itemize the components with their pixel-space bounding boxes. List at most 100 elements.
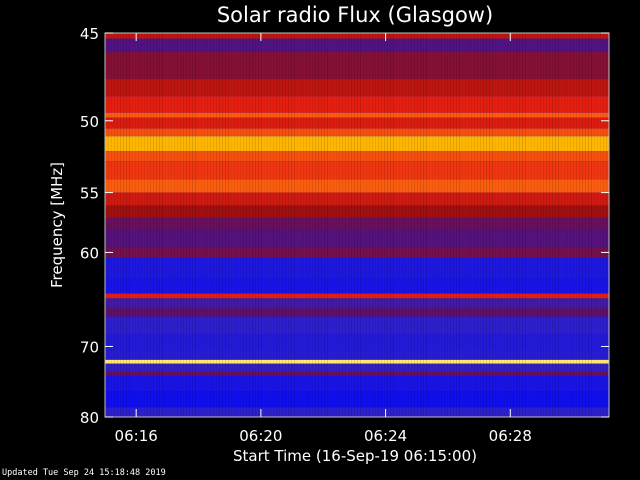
noise-streak — [342, 33, 343, 417]
noise-streak — [483, 33, 484, 417]
noise-streak — [291, 33, 292, 417]
noise-streak — [597, 33, 598, 417]
noise-streak — [174, 33, 175, 417]
noise-streak — [507, 33, 508, 417]
noise-streak — [456, 33, 457, 417]
noise-streak — [462, 33, 463, 417]
noise-streak — [570, 33, 571, 417]
noise-streak — [579, 33, 580, 417]
spectrum-band — [105, 217, 609, 230]
noise-streak — [261, 33, 262, 417]
spectrum-band — [105, 136, 609, 152]
noise-streak — [351, 33, 352, 417]
spectrum-band — [105, 363, 609, 372]
noise-streak — [327, 33, 328, 417]
spectrum-band — [105, 246, 609, 258]
noise-streak — [468, 33, 469, 417]
noise-streak — [399, 33, 400, 417]
noise-streak — [450, 33, 451, 417]
spectrum-band — [105, 298, 609, 308]
x-tick-label: 06:24 — [364, 427, 407, 445]
noise-streak — [156, 33, 157, 417]
noise-streak — [357, 33, 358, 417]
spectrum-band — [105, 128, 609, 137]
noise-streak — [123, 33, 124, 417]
noise-streak — [333, 33, 334, 417]
noise-streak — [345, 33, 346, 417]
noise-streak — [303, 33, 304, 417]
noise-streak — [264, 33, 265, 417]
noise-streak — [114, 33, 115, 417]
noise-streak — [249, 33, 250, 417]
noise-streak — [120, 33, 121, 417]
spectrum-band — [105, 205, 609, 218]
noise-streak — [204, 33, 205, 417]
spectrum-band — [105, 117, 609, 129]
spectrum-band — [105, 334, 609, 351]
noise-streak — [309, 33, 310, 417]
spectrum-band — [105, 112, 609, 118]
noise-streak — [294, 33, 295, 417]
noise-streak — [363, 33, 364, 417]
noise-streak — [126, 33, 127, 417]
noise-streak — [138, 33, 139, 417]
noise-streak — [402, 33, 403, 417]
noise-streak — [576, 33, 577, 417]
noise-streak — [381, 33, 382, 417]
noise-streak — [183, 33, 184, 417]
noise-streak — [495, 33, 496, 417]
noise-streak — [198, 33, 199, 417]
y-tick-label: 50 — [80, 113, 99, 131]
noise-streak — [606, 33, 607, 417]
noise-streak — [432, 33, 433, 417]
noise-streak — [375, 33, 376, 417]
noise-streak — [555, 33, 556, 417]
x-tick-label: 06:28 — [489, 427, 532, 445]
x-axis-label: Start Time (16-Sep-19 06:15:00) — [233, 447, 477, 465]
noise-streak — [150, 33, 151, 417]
noise-streak — [165, 33, 166, 417]
noise-streak — [585, 33, 586, 417]
noise-streak — [423, 33, 424, 417]
noise-streak — [387, 33, 388, 417]
noise-streak — [219, 33, 220, 417]
noise-streak — [378, 33, 379, 417]
y-tick-label: 60 — [80, 244, 99, 262]
noise-streak — [195, 33, 196, 417]
noise-streak — [267, 33, 268, 417]
noise-streak — [246, 33, 247, 417]
noise-streak — [408, 33, 409, 417]
spectrum-band — [105, 257, 609, 279]
spectrum-band — [105, 371, 609, 376]
noise-streak — [453, 33, 454, 417]
noise-streak — [243, 33, 244, 417]
y-axis-label: Frequency [MHz] — [48, 162, 66, 288]
spectrum-band — [105, 96, 609, 113]
noise-streak — [426, 33, 427, 417]
noise-streak — [546, 33, 547, 417]
noise-streak — [360, 33, 361, 417]
noise-streak — [522, 33, 523, 417]
noise-streak — [135, 33, 136, 417]
noise-streak — [438, 33, 439, 417]
noise-streak — [285, 33, 286, 417]
noise-streak — [225, 33, 226, 417]
noise-streak — [117, 33, 118, 417]
noise-streak — [297, 33, 298, 417]
noise-streak — [447, 33, 448, 417]
noise-streak — [564, 33, 565, 417]
noise-streak — [132, 33, 133, 417]
plot-frame — [104, 32, 610, 418]
noise-streak — [144, 33, 145, 417]
noise-streak — [288, 33, 289, 417]
noise-streak — [558, 33, 559, 417]
noise-streak — [129, 33, 130, 417]
noise-streak — [111, 33, 112, 417]
noise-streak — [258, 33, 259, 417]
noise-streak — [417, 33, 418, 417]
spectrum-band — [105, 33, 609, 39]
noise-streak — [369, 33, 370, 417]
noise-streak — [348, 33, 349, 417]
y-tick-label: 80 — [80, 409, 99, 427]
